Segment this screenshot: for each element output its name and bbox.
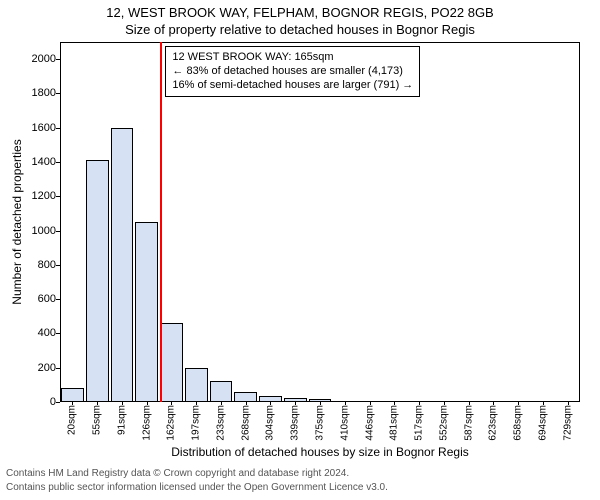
histogram-bar: [111, 128, 134, 402]
x-tick-label: 91sqm: [116, 405, 127, 435]
x-tick-label: 233sqm: [215, 405, 226, 441]
y-tick-label: 1800: [16, 87, 56, 99]
annotation-line2: ← 83% of detached houses are smaller (4,…: [172, 65, 413, 79]
y-tick-label: 0: [16, 396, 56, 408]
y-tick-mark: [56, 59, 60, 60]
histogram-bar: [135, 222, 158, 402]
x-tick-label: 410sqm: [339, 405, 350, 441]
x-tick-label: 552sqm: [438, 405, 449, 441]
y-tick-mark: [56, 402, 60, 403]
x-tick-label: 304sqm: [265, 405, 276, 441]
footer-line2: Contains public sector information licen…: [6, 482, 388, 493]
x-tick-label: 694sqm: [537, 405, 548, 441]
x-tick-label: 446sqm: [364, 405, 375, 441]
y-tick-mark: [56, 265, 60, 266]
histogram-bar: [309, 399, 332, 402]
x-tick-label: 517sqm: [414, 405, 425, 441]
histogram-bar: [234, 392, 257, 402]
y-tick-label: 1000: [16, 225, 56, 237]
x-tick-label: 197sqm: [191, 405, 202, 441]
y-tick-label: 1200: [16, 190, 56, 202]
y-tick-mark: [56, 128, 60, 129]
x-axis-label: Distribution of detached houses by size …: [60, 445, 580, 459]
y-tick-label: 200: [16, 362, 56, 374]
x-tick-label: 623sqm: [488, 405, 499, 441]
x-tick-label: 729sqm: [562, 405, 573, 441]
y-tick-label: 400: [16, 327, 56, 339]
y-tick-mark: [56, 196, 60, 197]
y-tick-mark: [56, 231, 60, 232]
annotation-line1: 12 WEST BROOK WAY: 165sqm: [172, 51, 413, 65]
y-tick-mark: [56, 162, 60, 163]
x-tick-label: 126sqm: [141, 405, 152, 441]
histogram-bar: [284, 398, 307, 402]
x-tick-label: 268sqm: [240, 405, 251, 441]
x-tick-label: 162sqm: [166, 405, 177, 441]
x-tick-label: 55sqm: [92, 405, 103, 435]
y-tick-mark: [56, 368, 60, 369]
x-tick-label: 658sqm: [513, 405, 524, 441]
x-tick-label: 375sqm: [315, 405, 326, 441]
x-tick-label: 481sqm: [389, 405, 400, 441]
y-tick-label: 1400: [16, 156, 56, 168]
y-tick-mark: [56, 299, 60, 300]
histogram-bar: [61, 388, 84, 402]
footer-line1: Contains HM Land Registry data © Crown c…: [6, 468, 349, 479]
annotation-box: 12 WEST BROOK WAY: 165sqm← 83% of detach…: [165, 46, 420, 97]
x-tick-label: 20sqm: [67, 405, 78, 435]
y-tick-label: 2000: [16, 53, 56, 65]
chart-title-line2: Size of property relative to detached ho…: [0, 22, 600, 37]
histogram-bar: [210, 381, 233, 402]
y-tick-label: 1600: [16, 122, 56, 134]
annotation-line3: 16% of semi-detached houses are larger (…: [172, 79, 413, 93]
histogram-bar: [259, 396, 282, 402]
histogram-bar: [160, 323, 183, 402]
chart-title-line1: 12, WEST BROOK WAY, FELPHAM, BOGNOR REGI…: [0, 5, 600, 20]
y-tick-label: 800: [16, 259, 56, 271]
y-tick-label: 600: [16, 293, 56, 305]
y-tick-mark: [56, 93, 60, 94]
histogram-bar: [86, 160, 109, 402]
marker-line: [160, 42, 162, 402]
x-tick-label: 587sqm: [463, 405, 474, 441]
x-tick-label: 339sqm: [290, 405, 301, 441]
histogram-bar: [185, 368, 208, 402]
y-tick-mark: [56, 333, 60, 334]
